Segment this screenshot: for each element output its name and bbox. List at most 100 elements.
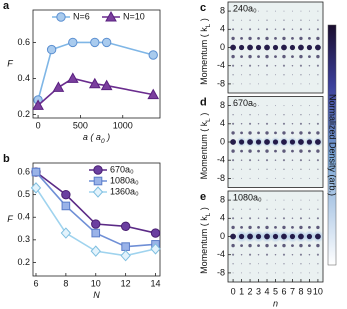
density-spot — [258, 10, 260, 12]
density-spot — [291, 217, 294, 220]
density-spot — [258, 208, 260, 210]
density-spot — [282, 149, 286, 153]
density-spot — [232, 272, 234, 274]
density-spot — [308, 199, 310, 201]
density-spot — [308, 19, 310, 21]
density-spot — [248, 225, 252, 230]
legend-label: 1080a₀ — [110, 175, 139, 185]
density-spot — [291, 177, 293, 179]
density-spot — [282, 217, 286, 220]
marker — [90, 245, 101, 257]
density-spot — [291, 55, 294, 58]
density-spot — [266, 19, 268, 21]
density-spot — [249, 208, 251, 210]
density-spot — [275, 114, 276, 116]
density-spot — [258, 74, 260, 76]
density-spot — [306, 139, 313, 145]
density-spot — [299, 149, 303, 153]
y-axis-label: F — [7, 214, 13, 224]
density-spot — [316, 131, 320, 135]
density-spot — [316, 36, 320, 41]
density-spot — [281, 233, 287, 240]
density-spot — [291, 149, 294, 153]
density-spot — [299, 122, 302, 125]
x-tick-label: 10 — [91, 278, 101, 288]
density-spot — [291, 226, 294, 229]
y-axis-label-part: L — [205, 118, 212, 122]
marker — [68, 37, 78, 48]
legend-marker — [93, 176, 103, 186]
marker — [61, 201, 71, 211]
density-spot — [238, 233, 245, 240]
y-tick-label: 0.6 — [17, 166, 30, 176]
density-spot — [300, 19, 302, 21]
density-spot — [291, 114, 293, 116]
marker — [46, 44, 57, 55]
density-spot — [291, 208, 293, 210]
density-spot — [298, 139, 304, 145]
density-spot — [258, 263, 260, 265]
legend-label: N=10 — [123, 11, 145, 21]
density-spot — [264, 233, 270, 240]
density-spot — [317, 263, 319, 265]
density-spot — [275, 272, 276, 274]
density-spot — [265, 225, 269, 230]
density-spot — [232, 105, 234, 107]
density-spot — [266, 272, 268, 274]
density-spot — [232, 208, 234, 210]
density-spot — [283, 272, 285, 274]
density-spot — [308, 64, 311, 67]
y-axis-label-part: Momentum ( k — [199, 121, 209, 179]
density-spot — [266, 208, 268, 210]
x-tick-label: 0 — [36, 120, 41, 130]
density-spot — [299, 131, 303, 135]
density-spot — [231, 225, 235, 230]
y-tick-label: -8 — [217, 78, 225, 88]
density-spot — [299, 253, 302, 256]
density-spot — [258, 105, 260, 107]
density-spot — [258, 168, 260, 170]
density-spot — [275, 263, 276, 265]
density-spot — [306, 44, 313, 51]
density-spot — [283, 114, 285, 116]
density-spot — [317, 272, 319, 274]
density-spot — [238, 44, 245, 51]
density-spot — [316, 149, 320, 153]
density-spot — [247, 44, 253, 51]
density-spot — [316, 64, 319, 67]
density-spot — [275, 177, 276, 179]
density-spot — [272, 44, 279, 51]
density-spot — [255, 44, 262, 51]
density-spot — [258, 83, 260, 85]
y-tick-label: 0.2 — [17, 109, 30, 119]
density-spot — [232, 10, 234, 12]
marker — [100, 79, 113, 91]
panel-annotation: 1080a₀ — [233, 192, 262, 202]
density-spot — [283, 19, 285, 21]
density-spot — [240, 217, 243, 220]
legend-label: 1360a₀ — [110, 186, 139, 196]
density-spot — [291, 105, 293, 107]
density-spot — [232, 253, 235, 256]
density-spot — [274, 131, 277, 135]
x-tick-label: 14 — [151, 278, 161, 288]
marker — [31, 167, 41, 177]
density-spot — [265, 54, 269, 59]
panel-label: a — [3, 0, 10, 12]
x-tick-label: 5 — [273, 286, 278, 296]
x-axis-label-part: a ( a — [83, 132, 101, 142]
density-spot — [299, 159, 302, 162]
density-spot — [265, 243, 269, 248]
y-axis-label: Momentum ( kL ) — [199, 18, 212, 85]
density-spot — [257, 159, 260, 161]
density-spot — [275, 83, 276, 85]
y-tick-label: 0.3 — [17, 234, 30, 244]
x-axis-label-part: 0 — [101, 138, 105, 145]
y-tick-label: 0.5 — [17, 189, 30, 199]
y-axis-label-part: ) — [199, 18, 209, 24]
y-axis-label: Momentum ( kL ) — [199, 207, 212, 274]
density-spot — [316, 54, 320, 59]
density-spot — [274, 226, 277, 229]
density-spot — [257, 64, 260, 67]
density-spot — [289, 233, 296, 240]
